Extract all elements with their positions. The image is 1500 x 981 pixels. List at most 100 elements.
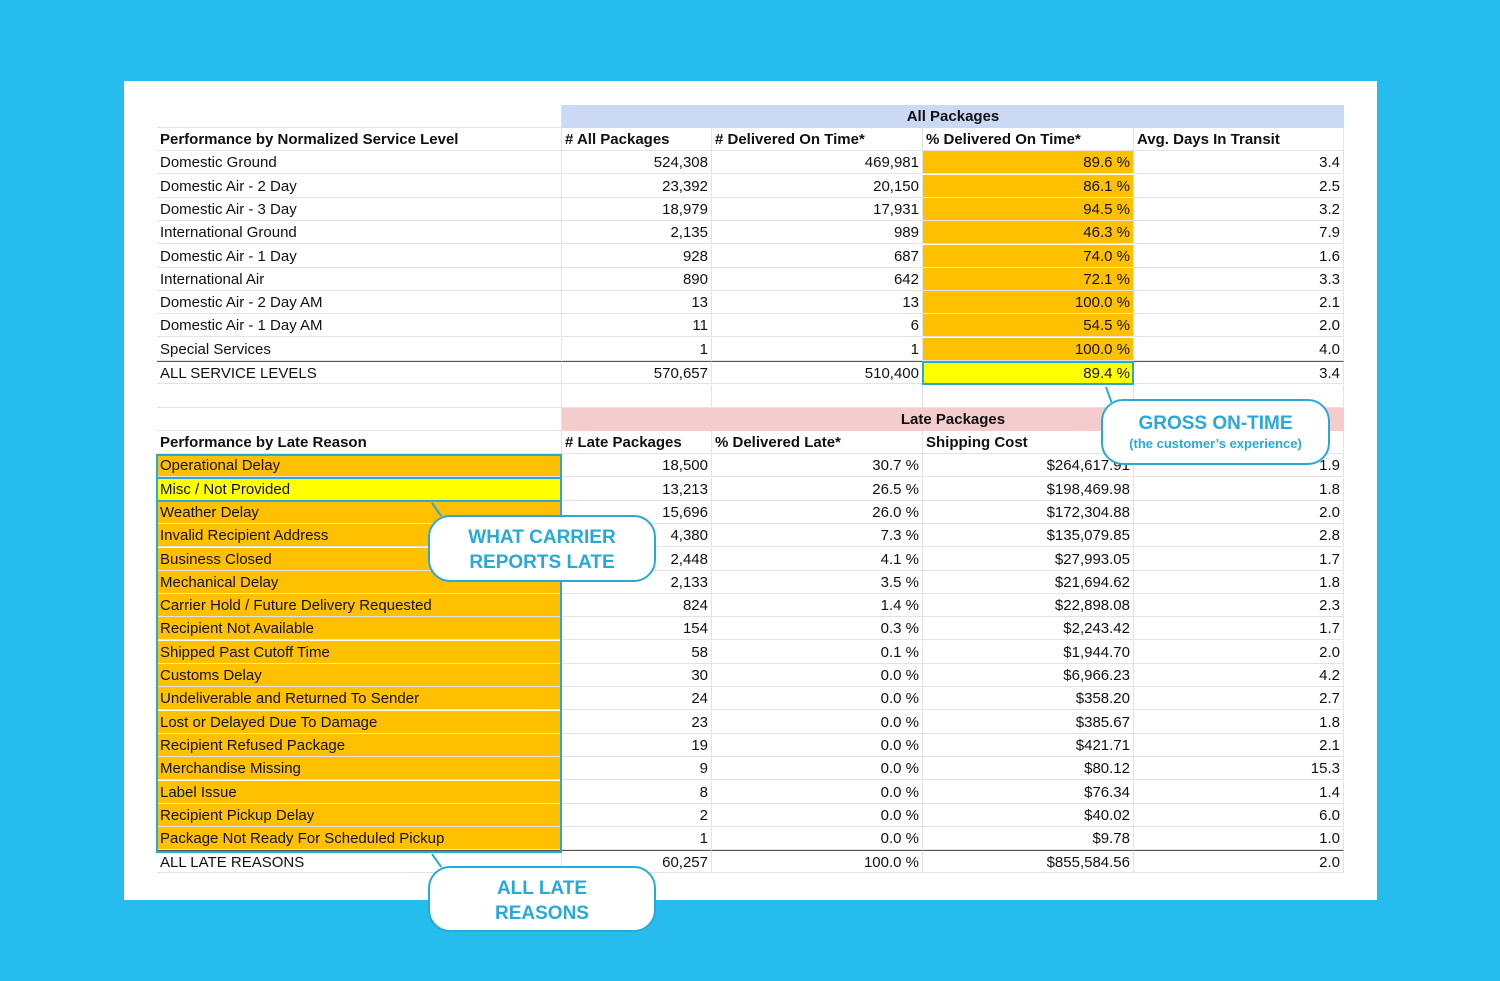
- table-cell: 2.0: [1134, 501, 1344, 524]
- table-cell: Domestic Air - 1 Day AM: [157, 314, 562, 337]
- table-cell: ALL SERVICE LEVELS: [157, 361, 562, 384]
- column-header-cell: % Delivered On Time*: [923, 128, 1134, 151]
- table-cell: 3.5 %: [712, 571, 923, 594]
- table-cell: 2.3: [1134, 594, 1344, 617]
- table-cell: $80.12: [923, 757, 1134, 780]
- table-cell: 2.8: [1134, 524, 1344, 547]
- column-header-cell: Performance by Normalized Service Level: [157, 128, 562, 151]
- table-cell: 58: [562, 641, 712, 664]
- table-cell: International Air: [157, 268, 562, 291]
- table-cell: 2.1: [1134, 734, 1344, 757]
- table-cell: 24: [562, 687, 712, 710]
- table-cell: $198,469.98: [923, 478, 1134, 501]
- table-cell: $135,079.85: [923, 524, 1134, 547]
- table-cell: 2.7: [1134, 687, 1344, 710]
- table-cell: 26.5 %: [712, 478, 923, 501]
- table-cell: 20,150: [712, 175, 923, 198]
- table-cell: 6.0: [1134, 804, 1344, 827]
- table-row: International Air 890 642 72.1 % 3.3: [157, 268, 1344, 291]
- table-cell: 1.0: [1134, 827, 1344, 850]
- table-cell: Domestic Air - 3 Day: [157, 198, 562, 221]
- table-cell: 18,500: [562, 454, 712, 477]
- table-cell: 824: [562, 594, 712, 617]
- table-cell: 642: [712, 268, 923, 291]
- table-cell: 1.7: [1134, 548, 1344, 571]
- callout-title: GROSS ON-TIME: [1103, 411, 1328, 436]
- table-cell: $421.71: [923, 734, 1134, 757]
- callout-line: REPORTS LATE: [430, 550, 654, 575]
- table-cell: 13: [712, 291, 923, 314]
- table-cell: 86.1 %: [923, 175, 1134, 198]
- table-cell: 0.0 %: [712, 757, 923, 780]
- table-cell: 2.0: [1134, 641, 1344, 664]
- table-cell: 3.2: [1134, 198, 1344, 221]
- table-cell: 0.0 %: [712, 687, 923, 710]
- table-cell: 18,979: [562, 198, 712, 221]
- table-cell: 2.1: [1134, 291, 1344, 314]
- table-cell: 2.0: [1134, 314, 1344, 337]
- table-cell: $76.34: [923, 781, 1134, 804]
- table-cell: 6: [712, 314, 923, 337]
- table-cell: 1.8: [1134, 571, 1344, 594]
- table-cell: 2.5: [1134, 175, 1344, 198]
- callout-line: REASONS: [430, 901, 654, 926]
- table-cell: 0.0 %: [712, 804, 923, 827]
- table-cell: 100.0 %: [923, 338, 1134, 361]
- table-cell: 26.0 %: [712, 501, 923, 524]
- table-cell: 19: [562, 734, 712, 757]
- table-cell: $264,617.91: [923, 454, 1134, 477]
- all-late-reasons-highlight-box: [156, 454, 562, 853]
- table-cell: 8: [562, 781, 712, 804]
- table-cell: 1: [562, 338, 712, 361]
- table-cell: 1.7: [1134, 617, 1344, 640]
- table-cell: 1.4: [1134, 781, 1344, 804]
- table-total-row: ALL SERVICE LEVELS 570,657 510,400 89.4 % 3.…: [157, 361, 1344, 384]
- table-cell: $9.78: [923, 827, 1134, 850]
- table-cell: 1: [712, 338, 923, 361]
- table-cell: $22,898.08: [923, 594, 1134, 617]
- table-cell: 7.9: [1134, 221, 1344, 244]
- table-cell: $40.02: [923, 804, 1134, 827]
- table-cell: 1.4 %: [712, 594, 923, 617]
- table-cell: 928: [562, 245, 712, 268]
- table-cell: 1: [562, 827, 712, 850]
- table-cell: 687: [712, 245, 923, 268]
- table-cell: 524,308: [562, 151, 712, 174]
- table-cell: 3.3: [1134, 268, 1344, 291]
- table-cell: Special Services: [157, 338, 562, 361]
- table-cell: 13,213: [562, 478, 712, 501]
- table-cell: $385.67: [923, 711, 1134, 734]
- column-header-cell: # Late Packages: [562, 431, 712, 454]
- callout-line: ALL LATE: [430, 876, 654, 901]
- table-cell: 72.1 %: [923, 268, 1134, 291]
- callout-line: WHAT CARRIER: [430, 525, 654, 550]
- table-row: Domestic Air - 3 Day 18,979 17,931 94.5 % 3.…: [157, 198, 1344, 221]
- table-cell: 30.7 %: [712, 454, 923, 477]
- table-cell: 100.0 %: [923, 291, 1134, 314]
- table-cell: Domestic Air - 2 Day: [157, 175, 562, 198]
- table-cell: $1,944.70: [923, 641, 1134, 664]
- table-cell: 0.0 %: [712, 734, 923, 757]
- table-cell: $172,304.88: [923, 501, 1134, 524]
- table-cell: 94.5 %: [923, 198, 1134, 221]
- table-cell: 154: [562, 617, 712, 640]
- table-cell: 4.1 %: [712, 548, 923, 571]
- table-row: Domestic Air - 2 Day AM 13 13 100.0 % 2.1: [157, 291, 1344, 314]
- table-cell: International Ground: [157, 221, 562, 244]
- table-cell: 17,931: [712, 198, 923, 221]
- table-cell: 9: [562, 757, 712, 780]
- table-cell: $6,966.23: [923, 664, 1134, 687]
- table-cell: 11: [562, 314, 712, 337]
- table-cell: $27,993.05: [923, 548, 1134, 571]
- table-cell: 7.3 %: [712, 524, 923, 547]
- table-row: Special Services 1 1 100.0 % 4.0: [157, 338, 1344, 361]
- table-cell: 1.8: [1134, 478, 1344, 501]
- table-cell: Domestic Air - 1 Day: [157, 245, 562, 268]
- table-cell: Domestic Air - 2 Day AM: [157, 291, 562, 314]
- table-cell: 2,135: [562, 221, 712, 244]
- table-cell: 0.0 %: [712, 781, 923, 804]
- table-row: International Ground 2,135 989 46.3 % 7.9: [157, 221, 1344, 244]
- table-cell: 46.3 %: [923, 221, 1134, 244]
- callout-subtitle: (the customer’s experience): [1103, 436, 1328, 452]
- table-cell: 23,392: [562, 175, 712, 198]
